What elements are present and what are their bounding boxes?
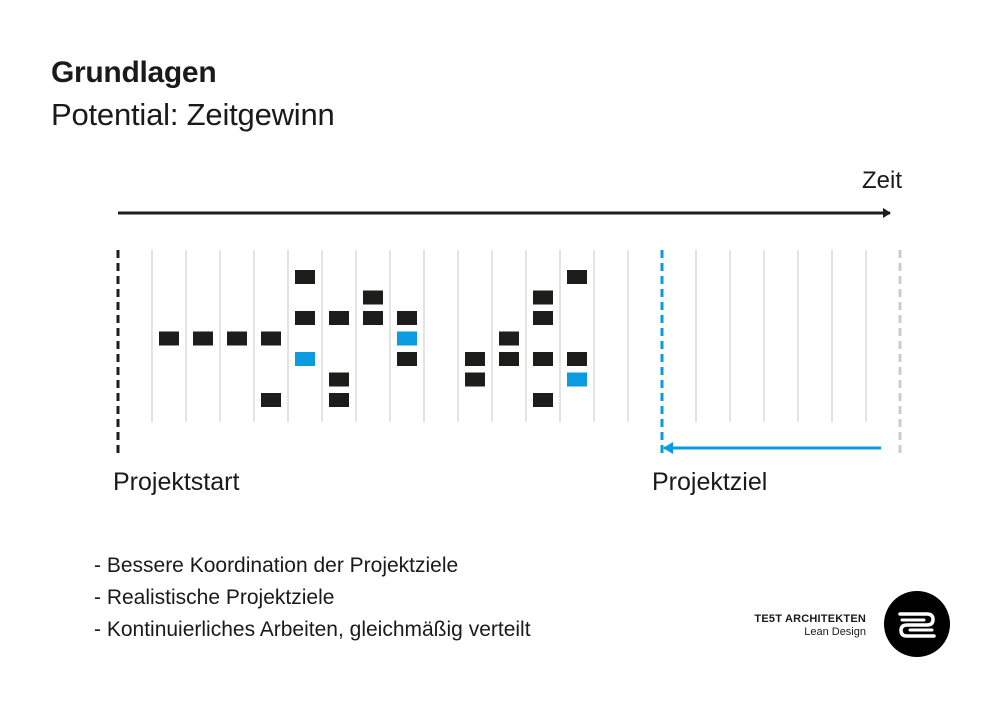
task-block <box>397 311 417 325</box>
task-block <box>465 372 485 387</box>
project-goal-label: Projektziel <box>652 468 768 496</box>
highlighted-task-block <box>567 372 587 387</box>
task-block <box>159 331 179 346</box>
brand-block: TE5T ARCHITEKTEN Lean Design <box>720 613 866 638</box>
task-block <box>567 352 587 366</box>
task-block <box>533 352 553 366</box>
task-block <box>499 352 519 366</box>
task-block <box>329 372 349 387</box>
te5t-logo-icon <box>884 591 950 657</box>
project-start-label: Projektstart <box>113 468 240 496</box>
task-block <box>261 331 281 346</box>
task-block <box>363 290 383 305</box>
task-block <box>295 270 315 284</box>
page-subtitle: Potential: Zeitgewinn <box>51 97 335 132</box>
task-block <box>397 352 417 366</box>
task-block <box>533 393 553 407</box>
task-block <box>533 290 553 305</box>
benefit-item: Bessere Koordination der Projektziele <box>94 552 531 584</box>
grid-lines <box>116 250 902 455</box>
brand-tagline: Lean Design <box>804 626 866 638</box>
task-block <box>533 311 553 325</box>
page-title: Grundlagen <box>51 56 217 89</box>
highlighted-task-block <box>397 331 417 346</box>
task-block <box>193 331 213 346</box>
task-block <box>465 352 485 366</box>
time-axis-label: Zeit <box>862 167 903 194</box>
task-block <box>329 393 349 407</box>
task-blocks <box>159 270 587 407</box>
highlighted-task-block <box>295 352 315 366</box>
task-block <box>227 331 247 346</box>
brand-name: TE5T ARCHITEKTEN <box>754 613 866 625</box>
benefit-item: Realistische Projektziele <box>94 584 531 616</box>
task-block <box>499 331 519 346</box>
task-block <box>295 311 315 325</box>
task-block <box>363 311 383 325</box>
task-block <box>261 393 281 407</box>
task-block <box>567 270 587 284</box>
benefit-list: Bessere Koordination der Projektziele Re… <box>94 552 531 648</box>
benefit-item: Kontinuierliches Arbeiten, gleichmäßig v… <box>94 616 531 648</box>
task-block <box>329 311 349 325</box>
